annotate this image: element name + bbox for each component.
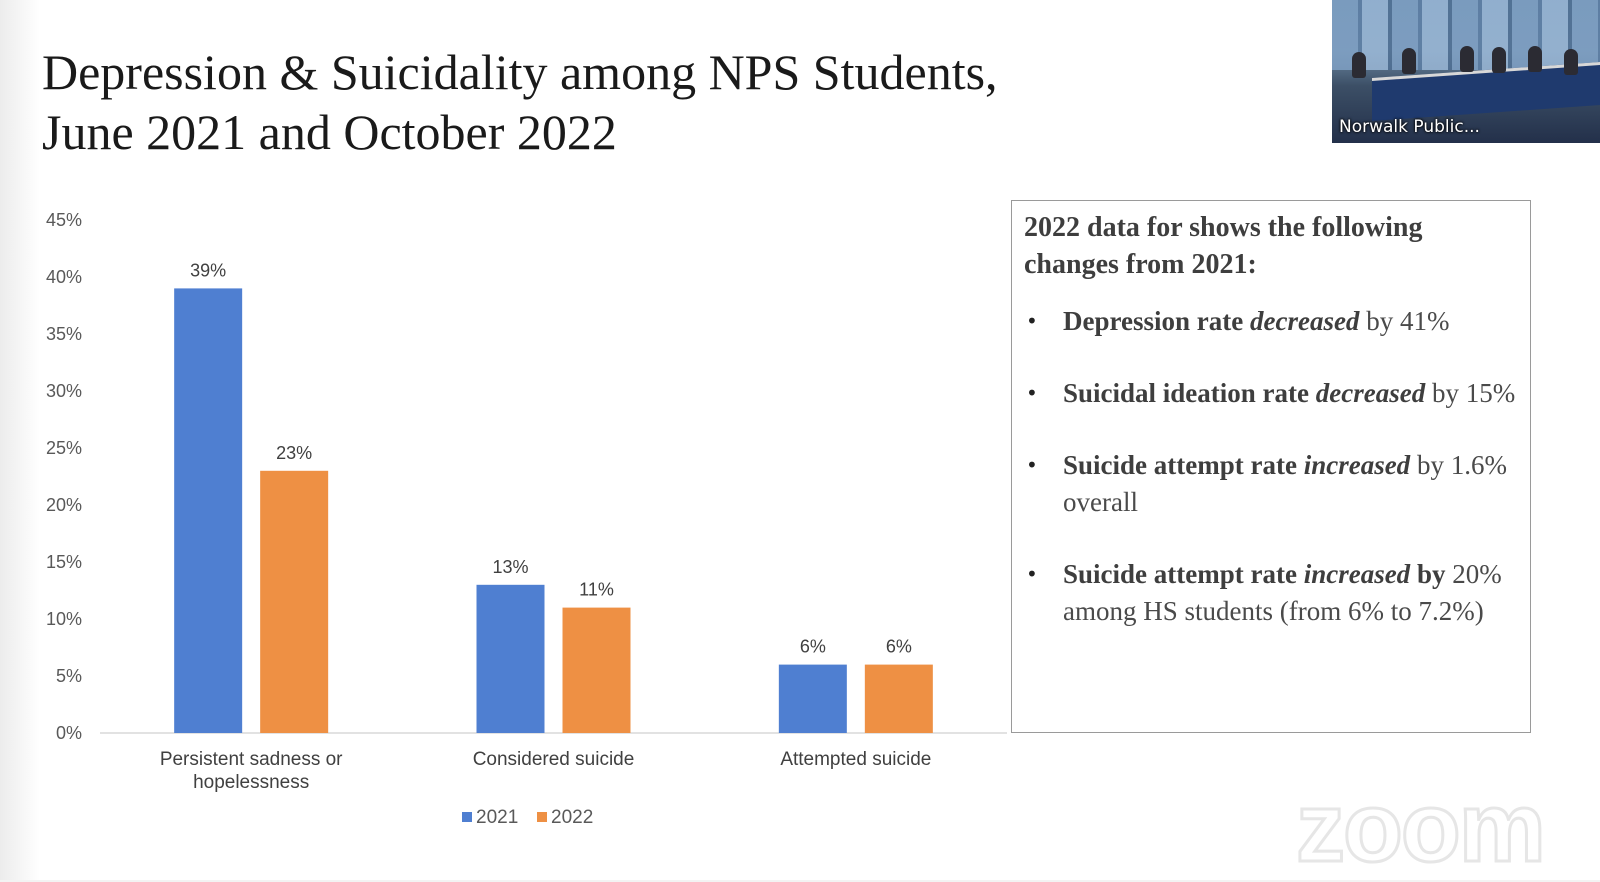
y-tick-label: 15% [46,552,82,572]
x-category-label: Considered suicide [473,749,635,770]
summary-item-emphasis: increased [1303,450,1411,480]
y-tick-label: 20% [46,495,82,515]
summary-item-lead-tail: by [1410,559,1446,589]
x-category-label: hopelessness [193,772,309,793]
legend-swatch-2021 [462,812,472,822]
slide-title: Depression & Suicidality among NPS Stude… [42,42,1222,162]
x-category-label: Persistent sadness or [160,749,343,770]
summary-item: • Depression rate decreased by 41% [1024,303,1518,340]
summary-list: • Depression rate decreased by 41% • Sui… [1024,303,1518,630]
bullet-icon: • [1026,309,1038,333]
data-label: 6% [886,637,912,657]
data-label: 23% [276,443,312,463]
summary-item-emphasis: decreased [1315,378,1426,408]
y-tick-label: 25% [46,438,82,458]
video-person [1564,49,1578,75]
video-person [1460,46,1474,72]
bar-2021 [174,288,243,733]
video-person [1528,46,1542,72]
summary-item-emphasis: decreased [1249,306,1360,336]
y-tick-label: 10% [46,609,82,629]
bar-2021 [778,664,847,733]
y-tick-label: 40% [46,267,82,287]
summary-item-rest: 20% among HS students (from 6% to 7.2%) [1063,559,1502,626]
video-person [1402,48,1416,74]
slide-title-line-2: June 2021 and October 2022 [42,104,617,160]
summary-heading: 2022 data for shows the following change… [1024,212,1423,280]
legend-swatch-2022 [537,812,547,822]
bullet-icon: • [1026,453,1038,477]
summary-item-rest: by 41% [1359,306,1450,336]
summary-item-rest: by 15% [1425,378,1516,408]
summary-item-rest: by 1.6% overall [1063,450,1507,517]
summary-item-lead: Suicidal ideation rate [1063,378,1316,408]
bar-2022 [864,664,933,733]
summary-item-lead: Suicide attempt rate [1063,559,1304,589]
legend-label: 2022 [551,807,593,828]
data-label: 13% [492,557,528,577]
bar-chart: 0% 5% 10% 15% 20% 25% 30% 35% 40% 45% 39% 23% Persis… [46,210,1007,828]
y-tick-label: 5% [56,666,82,686]
bullet-icon: • [1026,562,1038,586]
bar-2022 [562,607,631,733]
y-tick-label: 45% [46,210,82,230]
summary-item: • Suicide attempt rate increased by 20% … [1024,556,1518,630]
bar-2022 [260,470,329,733]
bullet-icon: • [1026,381,1038,405]
legend-label: 2021 [476,807,518,828]
data-label: 39% [190,260,226,280]
video-person [1352,52,1366,78]
summary-item-lead: Depression rate [1063,306,1250,336]
participant-video-tile[interactable]: Norwalk Public... [1332,0,1600,143]
slide-title-line-1: Depression & Suicidality among NPS Stude… [42,44,998,100]
summary-textbox: 2022 data for shows the following change… [1011,200,1531,733]
data-label: 11% [579,580,614,600]
y-tick-label: 0% [56,723,82,743]
y-tick-label: 35% [46,324,82,344]
participant-name-label: Norwalk Public... [1339,117,1480,137]
summary-item-lead: Suicide attempt rate [1063,450,1304,480]
data-label: 6% [800,637,826,657]
summary-item: • Suicidal ideation rate decreased by 15… [1024,375,1518,412]
video-person [1492,47,1506,73]
y-tick-label: 30% [46,381,82,401]
summary-item-emphasis: increased [1303,559,1411,589]
summary-item: • Suicide attempt rate increased by 1.6%… [1024,447,1518,521]
x-category-label: Attempted suicide [780,749,931,770]
bar-2021 [476,584,545,733]
zoom-watermark: zoom [1295,772,1548,882]
